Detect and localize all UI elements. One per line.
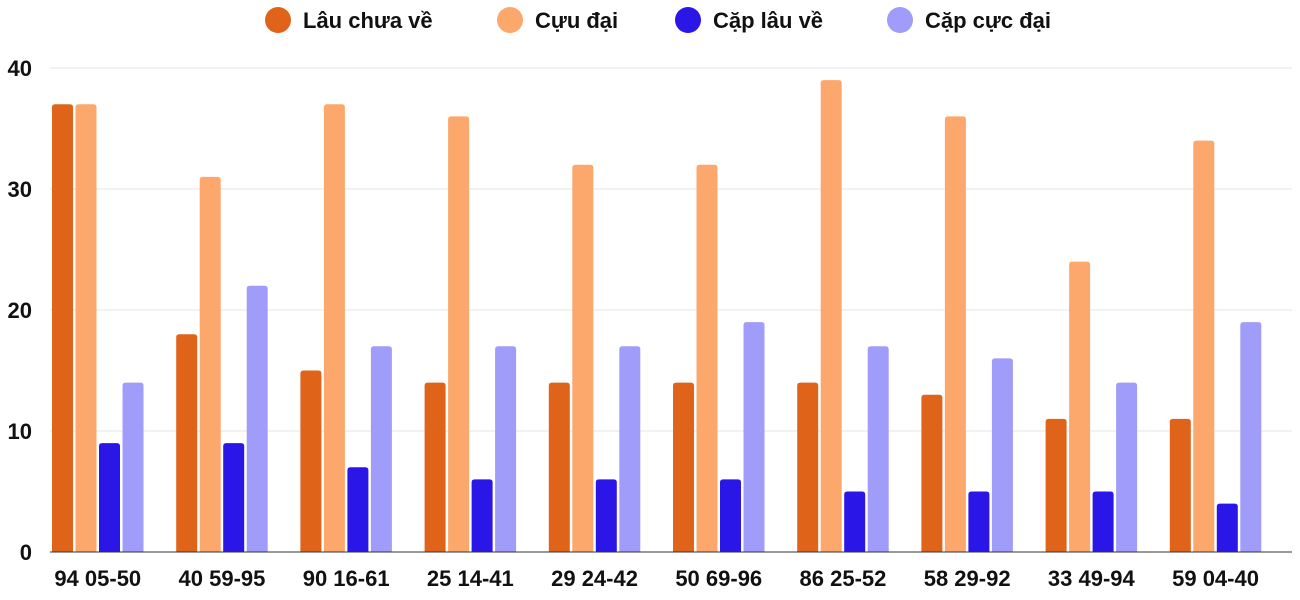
y-tick-label: 40 xyxy=(8,56,32,81)
bar xyxy=(867,346,889,552)
bar xyxy=(968,491,990,552)
bar xyxy=(548,382,570,552)
bar xyxy=(176,334,198,552)
x-tick-label: 33 49-94 xyxy=(1048,566,1136,591)
x-tick-label: 94 05-50 xyxy=(54,566,141,591)
bar xyxy=(1069,261,1091,552)
x-tick-label: 40 59-95 xyxy=(179,566,266,591)
legend-marker xyxy=(675,7,701,33)
legend-label: Cựu đại xyxy=(535,8,618,33)
bar xyxy=(370,346,392,552)
bar xyxy=(1169,418,1191,552)
bar xyxy=(1216,503,1238,552)
bar xyxy=(495,346,517,552)
bar xyxy=(471,479,493,552)
legend-item: Cặp lâu về xyxy=(675,7,823,33)
bar xyxy=(696,164,718,553)
bar xyxy=(1045,418,1067,552)
legend-item: Cặp cực đại xyxy=(887,7,1051,33)
bar xyxy=(99,443,120,552)
y-tick-label: 20 xyxy=(8,298,32,323)
bar xyxy=(52,104,73,553)
bar xyxy=(820,80,842,552)
bar xyxy=(944,116,966,553)
bar xyxy=(797,382,819,552)
y-tick-label: 10 xyxy=(8,419,32,444)
legend-marker xyxy=(497,7,523,33)
y-tick-label: 0 xyxy=(20,540,32,565)
x-tick-label: 90 16-61 xyxy=(303,566,390,591)
legend-item: Lâu chưa về xyxy=(265,7,433,33)
bar xyxy=(347,467,369,552)
bar xyxy=(743,322,765,552)
bar xyxy=(323,104,345,553)
bar xyxy=(921,394,943,552)
legend-label: Cặp cực đại xyxy=(925,8,1051,33)
bar xyxy=(595,479,617,552)
bar xyxy=(1193,140,1215,552)
bar xyxy=(1116,382,1138,552)
bar xyxy=(448,116,470,553)
legend-label: Cặp lâu về xyxy=(713,8,823,33)
bar xyxy=(673,382,694,552)
x-tick-label: 58 29-92 xyxy=(924,566,1011,591)
bar xyxy=(1092,491,1114,552)
bar xyxy=(991,358,1013,552)
y-tick-label: 30 xyxy=(8,177,32,202)
bar xyxy=(75,104,97,553)
legend: Lâu chưa về Cựu đại Cặp lâu về Cặp cực đại xyxy=(265,7,1051,33)
bar xyxy=(199,176,221,552)
x-axis-ticks: 94 05-50 40 59-95 90 16-61 25 14-41 29 24-42… xyxy=(54,566,1259,591)
gridlines xyxy=(50,67,1292,432)
x-tick-label: 86 25-52 xyxy=(800,566,887,591)
x-tick-label: 25 14-41 xyxy=(427,566,514,591)
legend-marker xyxy=(265,7,291,33)
bar xyxy=(720,479,741,552)
x-tick-label: 50 69-96 xyxy=(675,566,762,591)
bar xyxy=(246,285,268,552)
bar xyxy=(619,346,641,552)
x-tick-label: 29 24-42 xyxy=(551,566,638,591)
legend-item: Cựu đại xyxy=(497,7,618,33)
y-axis-ticks: 0 10 20 30 40 xyxy=(8,56,32,565)
bar xyxy=(223,443,245,552)
bar xyxy=(424,382,446,552)
bar xyxy=(1240,322,1262,552)
bar xyxy=(844,491,866,552)
legend-label: Lâu chưa về xyxy=(303,8,433,33)
bar xyxy=(300,370,322,552)
legend-marker xyxy=(887,7,913,33)
x-tick-label: 59 04-40 xyxy=(1172,566,1259,591)
bar xyxy=(572,164,594,553)
bar xyxy=(122,382,144,552)
bars xyxy=(52,80,1262,553)
